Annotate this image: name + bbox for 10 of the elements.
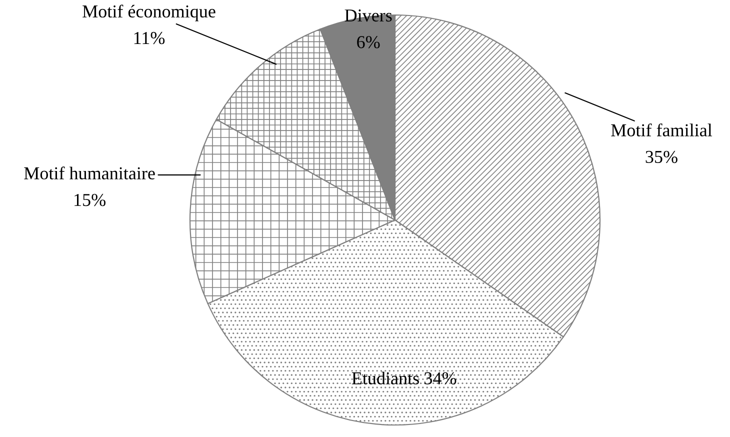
data-label: 6% [357, 36, 380, 48]
data-label: 11% [134, 32, 165, 44]
data-label: 34% [424, 372, 456, 384]
slice-label: Motif économique [82, 4, 216, 22]
slice-label: Motif familial [611, 123, 712, 136]
slice-label: Motif humanitaire [24, 166, 155, 180]
slice-label: Divers [344, 9, 392, 22]
slice-label: Etudiants [352, 372, 419, 384]
data-label: 35% [646, 150, 678, 164]
data-label: 15% [74, 194, 106, 206]
